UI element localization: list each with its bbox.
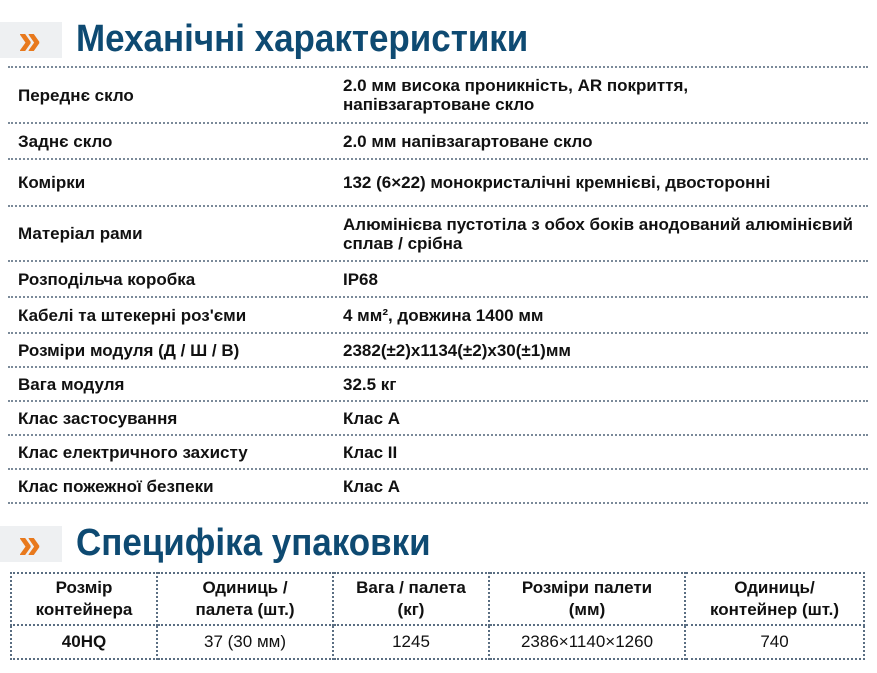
row-value: IP68: [343, 269, 378, 289]
row-label: Комірки: [18, 173, 86, 192]
row-label: Клас застосування: [18, 408, 178, 428]
row-value: 2.0 мм напівзагартоване скло: [343, 131, 593, 151]
row-label: Розміри модуля (Д / Ш / В): [18, 340, 240, 360]
chevron-icon: ››: [0, 521, 62, 565]
table-cell: 1245: [332, 624, 490, 660]
row-label: Матеріал рами: [18, 224, 143, 243]
row-value: 2.0 мм висока проникність, AR покриття, …: [343, 76, 689, 114]
row-label: Клас пожежної безпеки: [18, 476, 214, 496]
row-value: 132 (6×22) монокристалічні кремнієві, дв…: [343, 173, 771, 192]
table-header-row: Розмір контейнера Одиниць / палета (шт.) В…: [10, 572, 865, 626]
row-value: Алюмінієва пустотіла з обох боків анодов…: [343, 214, 853, 253]
chevron-icon: ››: [0, 17, 62, 61]
header-cell: Розмір контейнера: [10, 572, 158, 626]
row-value: 32.5 кг: [343, 374, 397, 394]
header-cell: Вага / палета (кг): [332, 572, 490, 626]
mechanical-table: Переднє скло 2.0 мм висока проникність, A…: [8, 66, 868, 504]
row-label: Клас електричного захисту: [18, 442, 248, 462]
table-row: Розподільча коробка IP68: [8, 262, 868, 298]
table-row: Заднє скло 2.0 мм напівзагартоване скло: [8, 124, 868, 160]
table-cell: 40HQ: [10, 624, 158, 660]
row-value: Клас A: [343, 408, 401, 428]
table-row: Комірки 132 (6×22) монокристалічні кремні…: [8, 160, 868, 207]
row-label: Розподільча коробка: [18, 269, 196, 289]
header-cell: Одиниць / палета (шт.): [156, 572, 334, 626]
table-row: Розміри модуля (Д / Ш / В) 2382(±2)x1134(…: [8, 334, 868, 368]
table-cell: 740: [684, 624, 865, 660]
section-title: Механічні характеристики: [76, 18, 529, 60]
table-cell: 37 (30 мм): [156, 624, 334, 660]
row-label: Вага модуля: [18, 374, 125, 394]
row-value: Клас II: [343, 442, 398, 462]
table-row: Кабелі та штекерні роз'єми 4 мм², довжина…: [8, 298, 868, 334]
row-label: Переднє скло: [18, 85, 134, 105]
section-title: Специфіка упаковки: [76, 522, 431, 564]
table-cell: 2386×1140×1260: [488, 624, 686, 660]
header-cell: Одиниць/контейнер (шт.): [684, 572, 865, 626]
table-row: Матеріал рами Алюмінієва пустотіла з обох…: [8, 207, 868, 262]
header-cell: Розміри палети (мм): [488, 572, 686, 626]
table-row: 40HQ 37 (30 мм) 1245 2386×1140×1260 740: [10, 624, 865, 660]
table-row: Переднє скло 2.0 мм висока проникність, A…: [8, 68, 868, 124]
packaging-table: Розмір контейнера Одиниць / палета (шт.) В…: [10, 572, 865, 660]
mechanical-heading: ›› Механічні характеристики: [0, 17, 568, 61]
table-row: Клас пожежної безпеки Клас A: [8, 470, 868, 504]
row-value: 4 мм², довжина 1400 мм: [343, 305, 544, 325]
row-label: Кабелі та штекерні роз'єми: [18, 305, 247, 325]
table-row: Клас електричного захисту Клас II: [8, 436, 868, 470]
row-value: 2382(±2)x1134(±2)x30(±1)мм: [343, 340, 571, 360]
row-label: Заднє скло: [18, 131, 113, 151]
table-row: Вага модуля 32.5 кг: [8, 368, 868, 402]
packaging-heading: ›› Специфіка упаковки: [0, 521, 461, 565]
table-row: Клас застосування Клас A: [8, 402, 868, 436]
row-value: Клас A: [343, 476, 401, 496]
